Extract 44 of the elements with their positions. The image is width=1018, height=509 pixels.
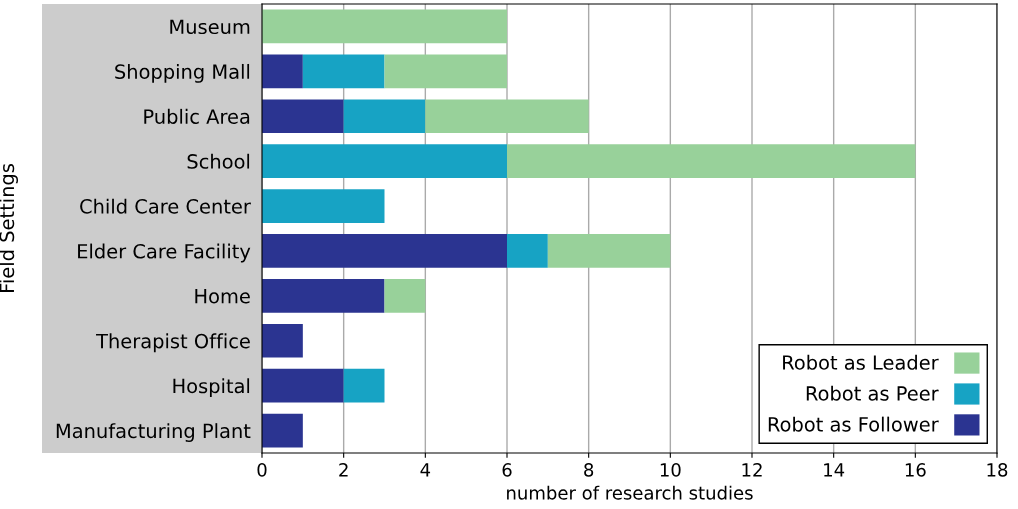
- y-tick-label: Child Care Center: [80, 198, 251, 214]
- bar: [262, 99, 344, 134]
- bar: [384, 279, 426, 313]
- y-tick-label: School: [187, 153, 250, 169]
- x-tick-label: 4: [420, 463, 431, 477]
- x-axis-title: number of research studies: [507, 485, 753, 500]
- bar: [547, 234, 671, 268]
- bar: [343, 368, 385, 403]
- x-tick-label: 12: [742, 463, 762, 477]
- x-tick-label: 10: [660, 463, 681, 477]
- legend-label: Robot as Leader: [783, 354, 939, 370]
- y-tick-label: Home: [195, 289, 250, 304]
- x-tick-label: 0: [257, 463, 267, 477]
- bar: [262, 54, 303, 89]
- x-tick-label: 6: [502, 463, 512, 477]
- bar: [262, 323, 303, 358]
- y-tick-label: Shopping Mall: [115, 63, 250, 83]
- x-tick-label: 14: [824, 463, 845, 477]
- bar: [507, 144, 916, 178]
- bar: [425, 99, 589, 134]
- x-tick-label: 2: [339, 463, 348, 477]
- bar: [262, 413, 303, 448]
- bar: [262, 368, 344, 403]
- y-tick-label: Elder Care Facility: [78, 243, 251, 263]
- legend-label: Robot as Peer: [806, 385, 939, 401]
- x-tick-label: 16: [905, 463, 926, 477]
- bar: [262, 234, 507, 268]
- y-tick-label: Hospital: [173, 378, 250, 398]
- bar: [343, 99, 426, 134]
- bar: [262, 144, 507, 178]
- y-tick-label: Manufacturing Plant: [56, 423, 251, 442]
- bar: [384, 54, 507, 89]
- y-tick-label: Museum: [170, 19, 250, 35]
- bar: [262, 279, 385, 313]
- x-tick-label: 18: [987, 463, 1008, 477]
- bar: [302, 54, 385, 89]
- y-axis-title: Field Settings: [0, 164, 18, 292]
- y-tick-label: Public Area: [144, 108, 250, 124]
- x-tick-label: 8: [584, 463, 594, 477]
- bar: [507, 234, 548, 268]
- bar: [262, 189, 385, 223]
- legend-label: Robot as Follower: [768, 416, 939, 432]
- bar: [262, 9, 507, 44]
- y-tick-label: Therapist Office: [96, 333, 250, 353]
